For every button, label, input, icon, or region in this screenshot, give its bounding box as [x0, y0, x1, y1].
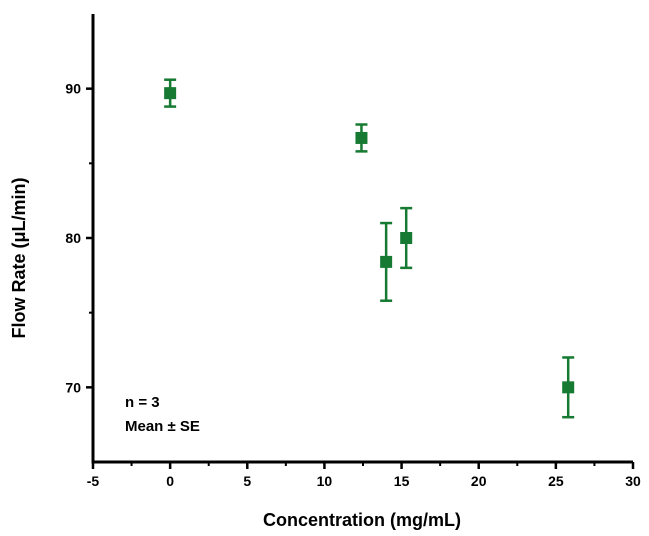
x-tick-label: 20	[471, 473, 487, 489]
square-marker	[380, 255, 393, 268]
x-tick-label: 0	[166, 473, 174, 489]
x-tick-label: 5	[243, 473, 251, 489]
x-tick-label: 30	[625, 473, 641, 489]
data-points	[164, 78, 575, 419]
data-point	[380, 221, 393, 302]
x-tick-label: 15	[394, 473, 410, 489]
y-axis-title: Flow Rate (μL/min)	[9, 177, 29, 338]
x-ticks: -5 0 5 10 15 20 25 30	[87, 462, 641, 489]
x-axis-title: Concentration (mg/mL)	[263, 510, 461, 530]
data-point	[400, 206, 413, 270]
data-point	[164, 78, 177, 108]
sample-size-note: n = 3	[125, 394, 160, 411]
square-marker	[400, 232, 413, 244]
axes	[91, 14, 633, 464]
data-point	[355, 123, 368, 153]
x-tick-label: -5	[87, 473, 100, 489]
x-tick-label: 25	[548, 473, 564, 489]
x-tick-label: 10	[317, 473, 333, 489]
statistic-note: Mean ± SE	[125, 418, 200, 435]
square-marker	[562, 381, 575, 394]
square-marker	[164, 87, 177, 100]
y-ticks: 70 80 90	[65, 81, 93, 395]
y-tick-label: 90	[65, 81, 81, 97]
y-tick-label: 80	[65, 230, 81, 246]
y-tick-label: 70	[65, 379, 81, 395]
data-point	[562, 356, 575, 419]
square-marker	[355, 131, 368, 144]
